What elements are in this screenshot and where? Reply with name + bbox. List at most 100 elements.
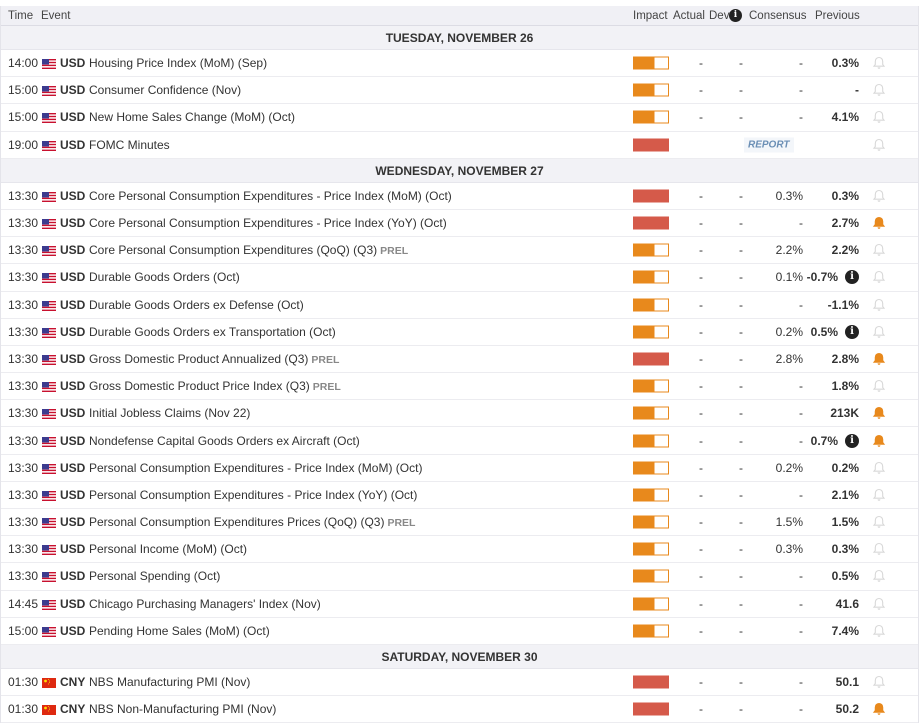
event-row[interactable]: 13:30 USD Personal Consumption Expenditu… xyxy=(1,509,918,537)
bell-icon[interactable] xyxy=(872,298,886,312)
info-icon[interactable]: i xyxy=(729,9,742,22)
event-name[interactable]: Core Personal Consumption Expenditures -… xyxy=(89,216,447,230)
bell-icon[interactable] xyxy=(872,597,886,611)
consensus-value: - xyxy=(799,297,803,312)
bell-icon[interactable] xyxy=(872,270,886,284)
event-row[interactable]: 13:30 USD Core Personal Consumption Expe… xyxy=(1,210,918,238)
event-name[interactable]: Chicago Purchasing Managers' Index (Nov) xyxy=(89,597,321,611)
bell-icon[interactable] xyxy=(872,542,886,556)
event-name[interactable]: Gross Domestic Product Price Index (Q3) P… xyxy=(89,379,341,393)
event-row[interactable]: 19:00 USD FOMC Minutes REPORT xyxy=(1,132,918,159)
impact-medium-bar xyxy=(633,270,669,284)
event-row[interactable]: 13:30 USD Core Personal Consumption Expe… xyxy=(1,183,918,210)
event-name[interactable]: Durable Goods Orders (Oct) xyxy=(89,270,240,284)
bell-icon[interactable] xyxy=(872,110,886,124)
event-time: 13:30 xyxy=(8,216,39,231)
bell-active-icon[interactable] xyxy=(872,406,886,420)
dev-value: - xyxy=(739,83,743,98)
cn-flag-icon xyxy=(42,704,56,716)
event-row[interactable]: 13:30 USD Core Personal Consumption Expe… xyxy=(1,237,918,265)
bell-active-icon[interactable] xyxy=(872,702,886,716)
bell-icon[interactable] xyxy=(872,189,886,203)
dev-value: - xyxy=(739,270,743,285)
event-row[interactable]: 15:00 USD Consumer Confidence (Nov) - - … xyxy=(1,77,918,105)
bell-active-icon[interactable] xyxy=(872,216,886,230)
dev-value: - xyxy=(739,351,743,366)
revised-info-icon[interactable]: i xyxy=(845,324,859,339)
bell-icon[interactable] xyxy=(872,624,886,638)
event-name[interactable]: Pending Home Sales (MoM) (Oct) xyxy=(89,624,270,638)
event-row[interactable]: 13:30 USD Personal Income (MoM) (Oct) - … xyxy=(1,536,918,564)
report-link[interactable]: REPORT xyxy=(744,137,794,153)
bell-icon[interactable] xyxy=(872,83,886,97)
event-name[interactable]: Housing Price Index (MoM) (Sep) xyxy=(89,56,267,70)
event-name[interactable]: FOMC Minutes xyxy=(89,138,170,152)
event-row[interactable]: 13:30 USD Nondefense Capital Goods Order… xyxy=(1,427,918,455)
event-row[interactable]: 13:30 USD Personal Consumption Expenditu… xyxy=(1,482,918,509)
bell-active-icon[interactable] xyxy=(872,352,886,366)
event-row[interactable]: 13:30 USD Durable Goods Orders ex Defens… xyxy=(1,292,918,319)
event-row[interactable]: 13:30 USD Personal Consumption Expenditu… xyxy=(1,455,918,482)
event-name[interactable]: Personal Consumption Expenditures - Pric… xyxy=(89,461,422,475)
event-name[interactable]: Personal Consumption Expenditures - Pric… xyxy=(89,488,417,502)
dev-value: - xyxy=(739,460,743,475)
bell-icon[interactable] xyxy=(872,569,886,583)
actual-value: - xyxy=(699,596,703,611)
event-name[interactable]: NBS Non-Manufacturing PMI (Nov) xyxy=(89,702,276,716)
dev-value: - xyxy=(739,297,743,312)
event-currency: USD xyxy=(60,297,86,312)
impact-medium-bar xyxy=(633,569,669,583)
event-name[interactable]: Consumer Confidence (Nov) xyxy=(89,83,241,97)
event-row[interactable]: 14:00 USD Housing Price Index (MoM) (Sep… xyxy=(1,50,918,78)
event-name[interactable]: Durable Goods Orders ex Defense (Oct) xyxy=(89,298,304,312)
event-name[interactable]: Personal Income (MoM) (Oct) xyxy=(89,542,247,556)
event-row[interactable]: 13:30 USD Durable Goods Orders (Oct) - -… xyxy=(1,264,918,292)
event-name[interactable]: Personal Consumption Expenditures Prices… xyxy=(89,515,415,529)
revised-info-icon[interactable]: i xyxy=(845,433,859,448)
bell-icon[interactable] xyxy=(872,515,886,529)
bell-icon[interactable] xyxy=(872,243,886,257)
event-currency: USD xyxy=(60,460,86,475)
event-name[interactable]: Core Personal Consumption Expenditures (… xyxy=(89,243,408,257)
event-name[interactable]: Nondefense Capital Goods Orders ex Aircr… xyxy=(89,434,360,448)
event-title: Personal Spending (Oct) xyxy=(89,569,221,584)
event-row[interactable]: 13:30 USD Gross Domestic Product Annuali… xyxy=(1,346,918,374)
revised-info-icon[interactable]: i xyxy=(845,270,859,285)
event-name[interactable]: Gross Domestic Product Annualized (Q3) PR… xyxy=(89,352,339,366)
event-name[interactable]: Initial Jobless Claims (Nov 22) xyxy=(89,406,250,420)
event-row[interactable]: 01:30 CNY NBS Manufacturing PMI (Nov) - … xyxy=(1,669,918,697)
event-row[interactable]: 13:30 USD Gross Domestic Product Price I… xyxy=(1,373,918,401)
actual-value: - xyxy=(699,243,703,258)
event-name[interactable]: Personal Spending (Oct) xyxy=(89,569,220,583)
bell-icon[interactable] xyxy=(872,461,886,475)
event-row[interactable]: 13:30 USD Durable Goods Orders ex Transp… xyxy=(1,319,918,346)
event-name[interactable]: New Home Sales Change (MoM) (Oct) xyxy=(89,110,295,124)
actual-value: - xyxy=(699,460,703,475)
day-header: WEDNESDAY, NOVEMBER 27 xyxy=(1,158,918,183)
bell-icon[interactable] xyxy=(872,56,886,70)
event-row[interactable]: 14:45 USD Chicago Purchasing Managers' I… xyxy=(1,591,918,618)
event-currency: USD xyxy=(60,216,86,231)
consensus-value: - xyxy=(799,433,803,448)
impact-medium-bar xyxy=(633,56,669,70)
actual-value: - xyxy=(699,487,703,502)
us-flag-icon xyxy=(42,112,56,124)
bell-icon[interactable] xyxy=(872,379,886,393)
event-row[interactable]: 15:00 USD New Home Sales Change (MoM) (O… xyxy=(1,104,918,132)
us-flag-icon xyxy=(42,245,56,257)
dev-value: - xyxy=(739,243,743,258)
event-name[interactable]: Core Personal Consumption Expenditures -… xyxy=(89,189,452,203)
event-name[interactable]: Durable Goods Orders ex Transportation (… xyxy=(89,325,336,339)
bell-icon[interactable] xyxy=(872,488,886,502)
impact-high-bar xyxy=(633,675,669,689)
bell-icon[interactable] xyxy=(872,138,886,152)
event-row[interactable]: 15:00 USD Pending Home Sales (MoM) (Oct)… xyxy=(1,618,918,645)
event-row[interactable]: 13:30 USD Initial Jobless Claims (Nov 22… xyxy=(1,400,918,428)
bell-active-icon[interactable] xyxy=(872,434,886,448)
event-row[interactable]: 13:30 USD Personal Spending (Oct) - - - … xyxy=(1,563,918,591)
bell-icon[interactable] xyxy=(872,675,886,689)
previous-value: 0.2% xyxy=(831,460,859,475)
day-header: SATURDAY, NOVEMBER 30 xyxy=(1,644,918,669)
bell-icon[interactable] xyxy=(872,325,886,339)
event-name[interactable]: NBS Manufacturing PMI (Nov) xyxy=(89,675,250,689)
